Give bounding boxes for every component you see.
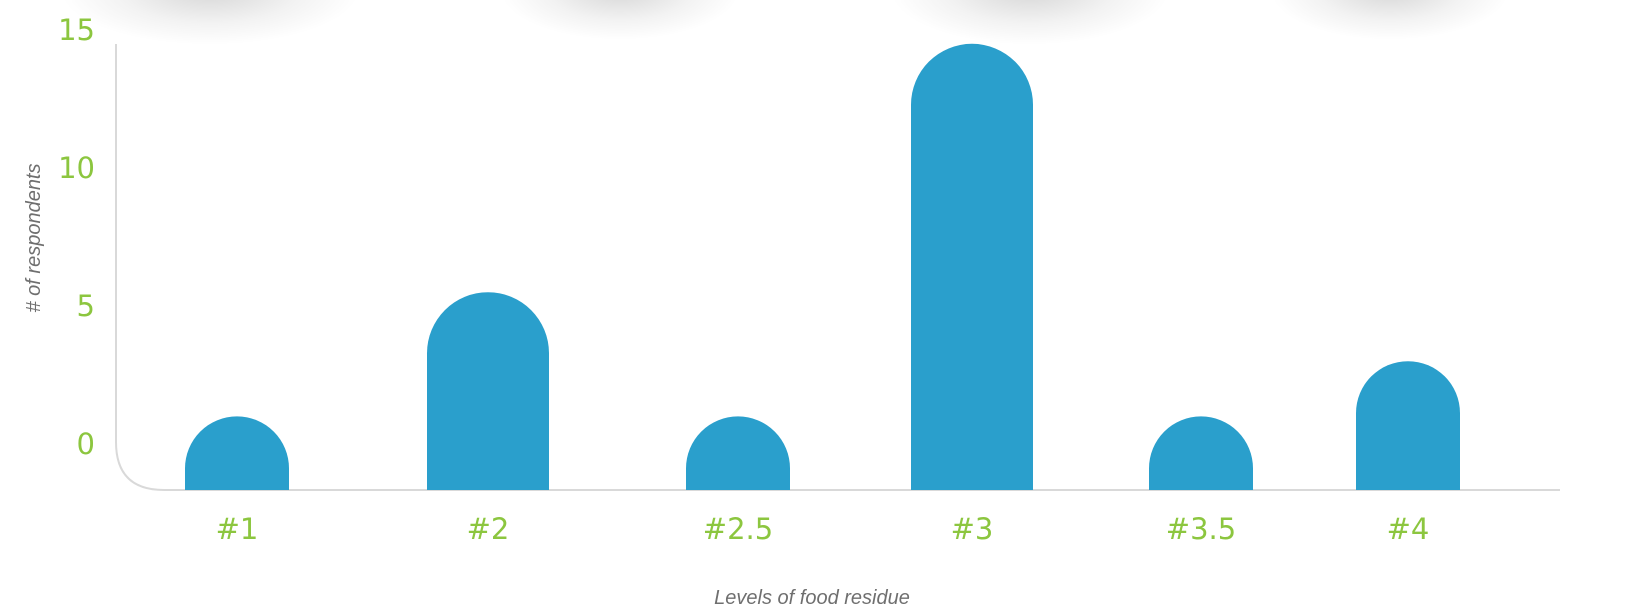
bar-3 xyxy=(911,43,1033,491)
y-tick-label: 10 xyxy=(58,151,95,185)
x-tick-label: #3 xyxy=(951,512,994,546)
decorative-shadow xyxy=(62,0,358,45)
x-tick-label: #2 xyxy=(467,512,510,546)
y-axis-ticks: 0 5 10 15 xyxy=(58,13,95,461)
bars xyxy=(185,43,1460,491)
decorative-shadow xyxy=(892,0,1168,45)
bar-2-5 xyxy=(686,416,790,490)
decorative-shadow xyxy=(502,0,738,40)
decorative-shadows xyxy=(62,0,1508,45)
y-tick-label: 15 xyxy=(58,13,95,47)
x-axis-ticks: #1 #2 #2.5 #3 #3.5 #4 xyxy=(216,512,1430,546)
bar-2 xyxy=(427,292,549,490)
y-tick-label: 5 xyxy=(77,289,95,323)
bar-3-5 xyxy=(1149,416,1253,490)
axis-line xyxy=(115,44,1560,491)
y-axis-title: # of respondents xyxy=(23,164,45,313)
x-tick-label: #4 xyxy=(1387,512,1430,546)
bar-4 xyxy=(1356,361,1460,490)
decorative-shadow xyxy=(1272,0,1508,40)
bar-1 xyxy=(185,416,289,490)
x-axis-title: Levels of food residue xyxy=(714,587,910,609)
x-tick-label: #3.5 xyxy=(1166,512,1236,546)
y-tick-label: 0 xyxy=(77,427,95,461)
x-tick-label: #2.5 xyxy=(703,512,773,546)
x-tick-label: #1 xyxy=(216,512,259,546)
